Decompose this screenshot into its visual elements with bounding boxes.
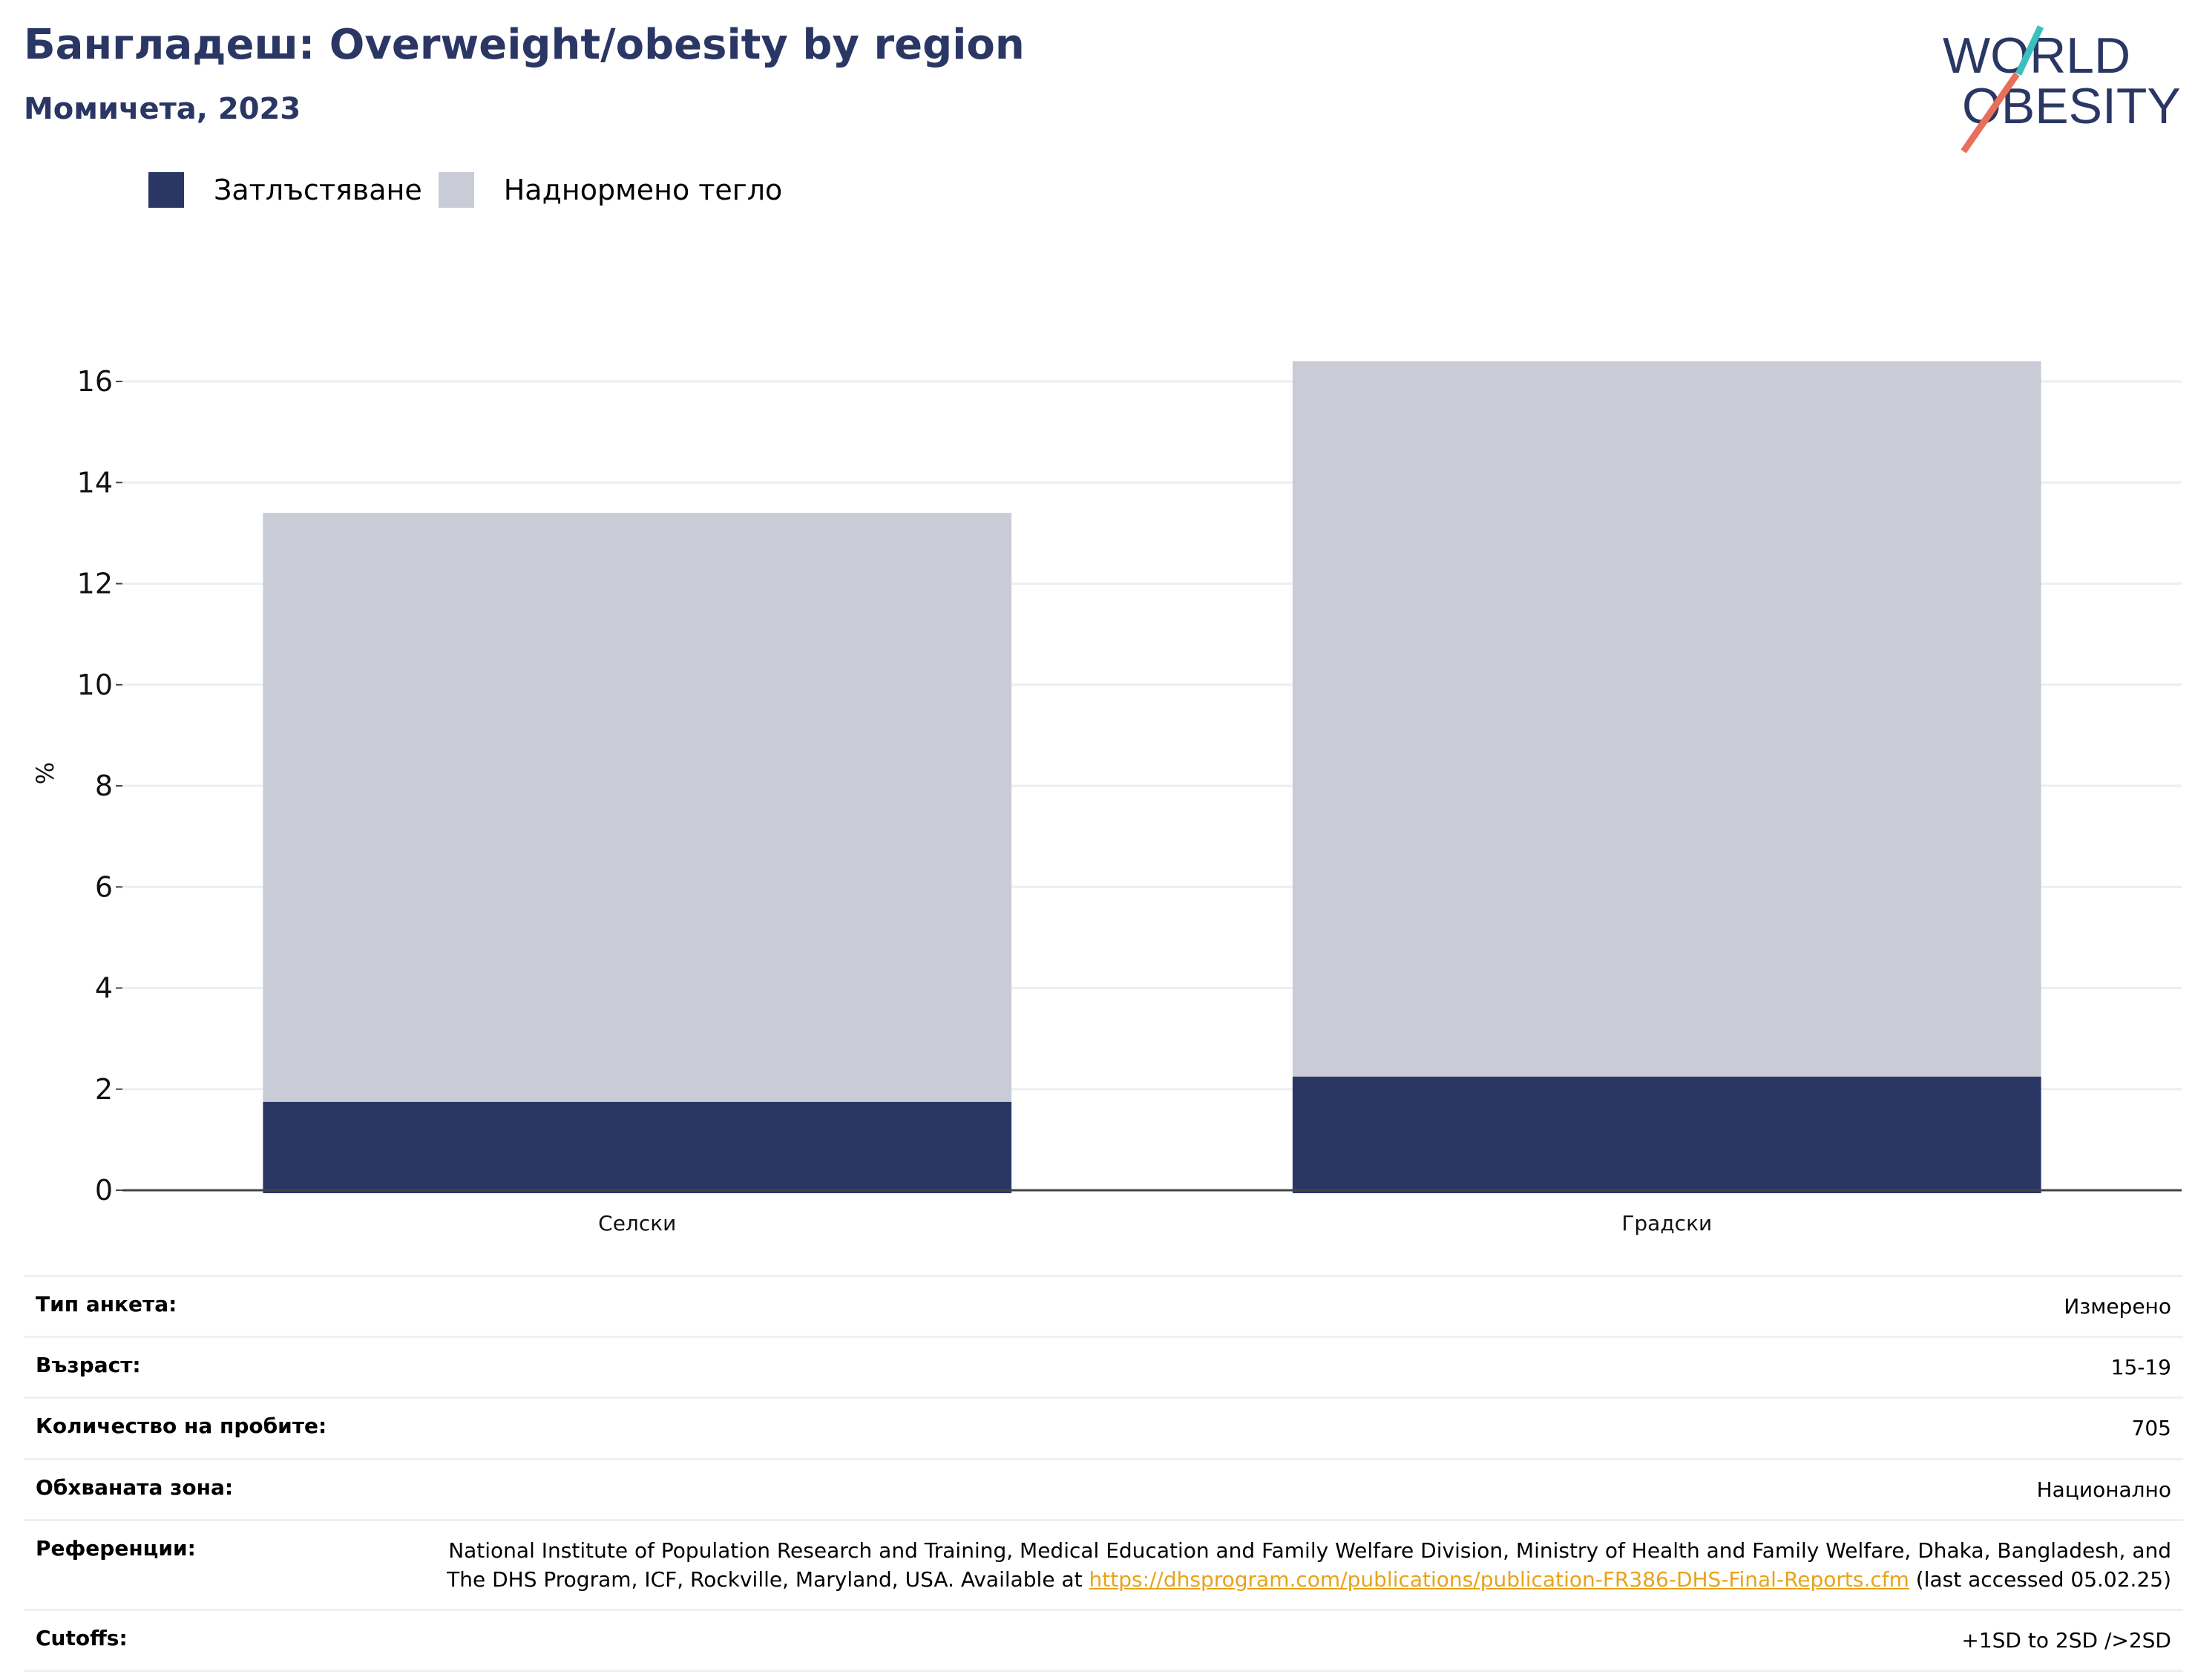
- references-link[interactable]: https://dhsprogram.com/publications/publ…: [1089, 1566, 1909, 1592]
- references-text: National Institute of Population Researc…: [447, 1538, 2171, 1592]
- cutoffs-label: Cutoffs:: [36, 1626, 128, 1651]
- coverage-area-label: Обхваната зона:: [36, 1474, 234, 1500]
- y-tick-label: 10: [77, 669, 113, 701]
- y-tick-label: 12: [77, 568, 113, 600]
- legend-item-overweight: Наднормено тегло: [438, 172, 783, 208]
- legend-item-obesity: Затлъстяване: [148, 172, 422, 208]
- y-tick-label: 16: [77, 365, 113, 398]
- sample-size-label: Количество на пробите:: [36, 1414, 327, 1439]
- info-row-survey-type: Тип анкета: Измерено: [24, 1275, 2183, 1336]
- bar-chart: 0 2 4 6 8 10 12 14 16% Селски Градски: [31, 361, 2182, 1236]
- survey-type-value: Измерено: [2064, 1294, 2171, 1319]
- bar-obesity-1: [263, 1101, 1012, 1193]
- y-tick-label: 6: [95, 870, 113, 903]
- info-row-references: Референции: National Institute of Popula…: [24, 1518, 2183, 1609]
- coverage-area-value: Национално: [2036, 1477, 2171, 1502]
- legend-label-obesity: Затлъстяване: [214, 174, 422, 206]
- survey-info-table: Тип анкета: Измерено Възраст: 15-19 Коли…: [24, 1275, 2183, 1673]
- y-tick-label: 4: [95, 972, 113, 1005]
- chart-subtitle: Момичета, 2023: [24, 92, 301, 126]
- bar-overweight-1: [263, 513, 1012, 1102]
- chart-title: Бангладеш: Overweight/obesity by region: [24, 21, 1025, 69]
- legend-label-overweight: Наднормено тегло: [503, 174, 783, 206]
- survey-type-label: Тип анкета:: [36, 1292, 177, 1316]
- y-axis-label: %: [31, 762, 59, 784]
- info-row-area: Обхваната зона: Национално: [24, 1457, 2183, 1519]
- references-label: Референции:: [36, 1535, 196, 1561]
- world-obesity-logo: WORLD OBESITY: [1943, 25, 2181, 154]
- y-tick-label: 0: [95, 1174, 113, 1207]
- x-tick-label: Градски: [1621, 1211, 1712, 1236]
- logo-slash-coral: [1961, 72, 2020, 154]
- bar-obesity-2: [1292, 1076, 2041, 1193]
- age-label: Възраст:: [36, 1353, 141, 1378]
- y-tick-label: 14: [77, 466, 113, 499]
- legend-swatch-obesity: [148, 172, 184, 208]
- legend-swatch-overweight: [438, 172, 474, 208]
- y-tick-label: 8: [95, 770, 113, 802]
- references-suffix: (last accessed 05.02.25): [1909, 1566, 2171, 1592]
- bar-overweight-2: [1292, 361, 2041, 1077]
- age-value: 15-19: [2110, 1355, 2171, 1380]
- info-row-age: Възраст: 15-19: [24, 1336, 2183, 1397]
- chart-legend: Затлъстяване Наднормено тегло: [148, 172, 798, 208]
- info-row-sample: Количество на пробите: 705: [24, 1397, 2183, 1457]
- info-row-cutoffs: Cutoffs: +1SD to 2SD />2SD: [24, 1609, 2183, 1673]
- references-value: National Institute of Population Researc…: [427, 1536, 2171, 1594]
- x-tick-label: Селски: [598, 1211, 676, 1236]
- cutoffs-value: +1SD to 2SD />2SD: [1961, 1628, 2171, 1653]
- logo-slash-teal: [2015, 25, 2044, 76]
- sample-size-value: 705: [2131, 1416, 2171, 1441]
- y-tick-label: 2: [95, 1073, 113, 1106]
